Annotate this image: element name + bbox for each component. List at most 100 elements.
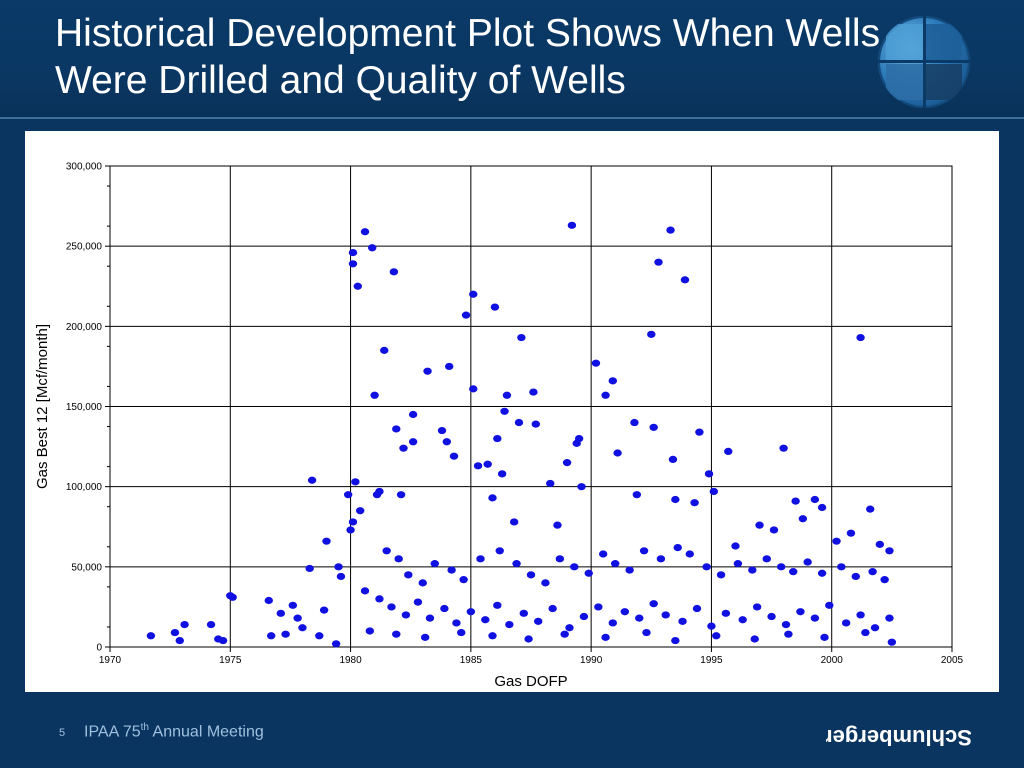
data-point (851, 572, 860, 581)
data-point (387, 603, 396, 611)
page-number: 5 (59, 727, 66, 739)
data-point (635, 614, 644, 622)
data-point (281, 630, 290, 638)
logo-text: Schlumberger (826, 725, 971, 750)
data-point (584, 569, 593, 577)
data-point (724, 447, 733, 455)
data-point (613, 449, 622, 457)
data-point (500, 407, 509, 415)
data-point (656, 555, 666, 563)
y-tick-label: 200,000 (66, 322, 103, 333)
data-point (832, 537, 841, 545)
header-band (0, 0, 1024, 118)
data-point (394, 555, 403, 563)
data-point (430, 560, 439, 568)
data-point (611, 560, 620, 568)
data-point (493, 434, 502, 443)
data-point (425, 614, 435, 622)
data-point (880, 576, 889, 584)
data-point (466, 608, 476, 616)
logo-wordmark: Schlumberger (824, 725, 972, 750)
data-point (307, 476, 317, 484)
data-point (457, 628, 466, 637)
data-point (505, 620, 514, 629)
y-tick-label: 50,000 (71, 562, 102, 573)
data-point (856, 333, 865, 342)
data-point (170, 628, 180, 637)
data-point (608, 619, 617, 627)
data-point (716, 571, 726, 579)
data-point (671, 636, 680, 645)
data-point (567, 221, 577, 229)
data-point (413, 598, 423, 606)
data-point (331, 640, 341, 648)
y-axis-label: Gas Best 12 [Mcf/month] (34, 324, 51, 489)
data-point (497, 470, 507, 478)
data-point (837, 563, 846, 571)
data-point (502, 391, 512, 399)
data-point (887, 638, 897, 646)
header-divider (0, 117, 1024, 119)
y-tick-label: 250,000 (66, 242, 103, 253)
data-point (671, 495, 680, 504)
data-point (789, 568, 798, 576)
data-point (776, 563, 786, 571)
data-point (322, 537, 331, 545)
data-point (360, 228, 370, 236)
data-point (555, 555, 565, 563)
data-point (654, 258, 663, 266)
data-point (690, 499, 699, 507)
data-point (885, 547, 894, 555)
data-point (841, 619, 851, 627)
data-point (264, 596, 273, 605)
data-point (526, 571, 536, 579)
y-tick-label: 0 (96, 643, 102, 654)
data-point (348, 518, 358, 526)
x-tick-label: 1990 (580, 655, 603, 666)
data-point (408, 438, 418, 446)
x-tick-label: 1975 (219, 655, 242, 666)
data-point (481, 616, 490, 624)
data-point (517, 333, 526, 342)
data-point (495, 547, 504, 555)
x-tick-label: 1980 (339, 655, 362, 666)
data-point (343, 491, 353, 499)
data-point (731, 542, 740, 550)
data-point (750, 635, 759, 643)
data-point (490, 303, 500, 311)
data-point (512, 560, 521, 568)
data-point (784, 630, 793, 638)
data-point (534, 617, 543, 625)
data-point (437, 426, 447, 435)
data-point (692, 604, 702, 613)
data-point (798, 515, 808, 523)
globe-panel-top-right (926, 24, 962, 60)
data-point (473, 462, 483, 470)
data-point (695, 428, 704, 436)
data-point (810, 495, 820, 504)
data-point (825, 601, 834, 609)
data-point (175, 636, 184, 645)
data-point (519, 609, 528, 617)
data-point (452, 619, 461, 627)
data-point (661, 611, 670, 619)
data-point (483, 460, 492, 468)
data-point (399, 444, 408, 452)
data-point (365, 627, 375, 635)
data-point (488, 632, 497, 640)
data-point (476, 555, 485, 563)
data-point (817, 503, 827, 512)
data-point (509, 518, 519, 526)
data-point (493, 601, 502, 609)
data-point (389, 268, 399, 276)
footer-superscript: th (140, 722, 149, 733)
data-point (769, 526, 779, 534)
data-point (639, 547, 649, 555)
data-point (348, 248, 358, 257)
data-point (293, 614, 302, 622)
data-point (680, 276, 690, 284)
x-tick-label: 2000 (821, 655, 844, 666)
data-point (228, 593, 237, 601)
data-point (346, 526, 355, 534)
data-point (601, 633, 610, 641)
